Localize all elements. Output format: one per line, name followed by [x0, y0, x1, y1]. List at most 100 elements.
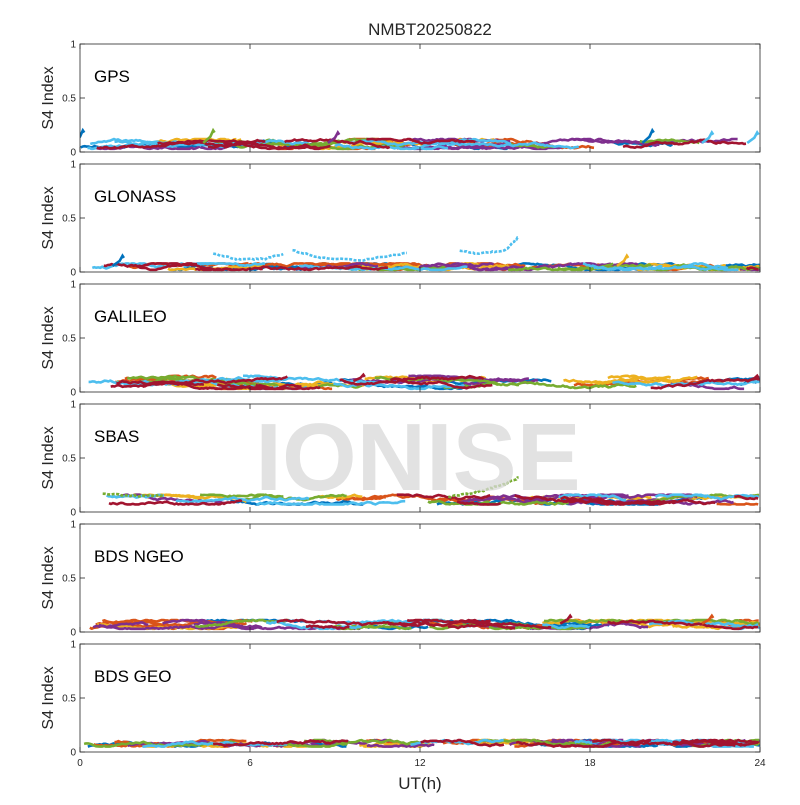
plot-area	[80, 164, 760, 272]
y-tick-label: 0	[70, 508, 76, 519]
series-trace	[256, 499, 406, 506]
y-tick-label: 0.5	[62, 334, 76, 345]
series-trace	[333, 382, 465, 391]
series-trace	[654, 493, 708, 499]
series-trace	[754, 742, 760, 746]
y-axis-label: S4 Index	[40, 186, 57, 249]
series-trace	[418, 263, 525, 272]
y-axis-label: S4 Index	[40, 426, 57, 489]
panel-bds-geo: 0 0.5 1 0 6 12 18 24 S4 Index BDS GEO	[40, 640, 766, 770]
series-spike	[701, 613, 715, 625]
series-trace	[284, 138, 391, 150]
series-trace	[447, 621, 552, 630]
panel-bds-ngeo: 0 0.5 1 S4 Index BDS NGEO	[40, 520, 761, 639]
series-trace	[558, 493, 627, 502]
x-tick-label: 6	[247, 758, 253, 769]
series-trace	[406, 618, 492, 624]
series-arc	[448, 476, 519, 499]
y-tick-label: 0	[70, 148, 76, 159]
y-tick-label: 0.5	[62, 214, 76, 225]
series-arc	[292, 248, 408, 262]
series-spike	[111, 253, 126, 268]
series-trace	[108, 499, 243, 506]
series-trace	[105, 493, 165, 499]
series-trace	[745, 266, 759, 271]
series-trace	[255, 383, 302, 391]
series-trace	[277, 741, 349, 748]
y-axis-label: S4 Index	[40, 666, 57, 729]
y-tick-label: 1	[70, 640, 76, 651]
series-spike	[746, 373, 760, 383]
data-series	[91, 236, 760, 272]
series-trace	[175, 495, 310, 504]
panel-label: GPS	[94, 67, 130, 86]
series-trace	[734, 494, 759, 501]
series-spike	[559, 613, 573, 625]
panel-label: BDS GEO	[94, 667, 171, 686]
y-tick-label: 1	[70, 400, 76, 411]
series-spike	[616, 253, 630, 268]
panel-label: BDS NGEO	[94, 547, 184, 566]
series-trace	[162, 618, 263, 629]
series-trace	[258, 264, 388, 272]
series-trace	[195, 266, 263, 272]
series-trace	[276, 618, 430, 628]
series-spike	[202, 127, 216, 144]
series-trace	[96, 138, 266, 150]
series-trace	[420, 738, 505, 748]
series-trace	[509, 262, 641, 272]
x-tick-label: 12	[414, 758, 426, 769]
y-tick-label: 0	[70, 628, 76, 639]
plot-area	[80, 524, 760, 632]
y-tick-label: 0	[70, 388, 76, 399]
series-trace	[510, 380, 637, 390]
series-trace	[582, 262, 663, 272]
series-trace	[622, 138, 747, 149]
series-trace	[411, 141, 580, 151]
plot-area	[80, 284, 760, 392]
data-series	[88, 372, 760, 391]
series-trace	[366, 137, 476, 145]
series-arc	[102, 492, 165, 498]
panel-label: SBAS	[94, 427, 139, 446]
chart-title: NMBT20250822	[368, 20, 492, 39]
x-tick-label: 24	[754, 758, 766, 769]
series-trace	[696, 493, 760, 501]
panel-label: GALILEO	[94, 307, 167, 326]
series-arc	[212, 252, 284, 262]
series-trace	[716, 502, 759, 506]
series-trace	[199, 493, 284, 499]
series-trace	[650, 377, 760, 390]
series-trace	[515, 738, 652, 748]
y-tick-label: 1	[70, 160, 76, 171]
panel-label: GLONASS	[94, 187, 176, 206]
y-tick-label: 0.5	[62, 94, 76, 105]
series-trace	[672, 738, 759, 746]
data-series	[83, 738, 760, 748]
series-trace	[212, 739, 348, 748]
plot-area	[80, 644, 760, 752]
x-axis-label: UT(h)	[398, 774, 441, 793]
series-spike	[352, 372, 366, 383]
panel-gps: 0 0.5 1 S4 Index GPS	[40, 40, 761, 159]
series-trace	[339, 378, 493, 390]
series-trace	[607, 619, 759, 631]
data-series	[89, 613, 760, 631]
series-trace	[98, 621, 149, 629]
series-trace	[207, 142, 322, 151]
panel-galileo: 0 0.5 1 S4 Index GALILEO	[40, 280, 761, 399]
y-tick-label: 1	[70, 520, 76, 531]
series-spike	[746, 130, 760, 144]
y-axis-label: S4 Index	[40, 66, 57, 129]
watermark: IONISE	[255, 404, 580, 511]
y-tick-label: 0.5	[62, 694, 76, 705]
y-tick-label: 0	[70, 268, 76, 279]
y-tick-label: 0	[70, 748, 76, 759]
series-spike	[80, 127, 86, 139]
series-trace	[508, 263, 652, 272]
series-trace	[387, 619, 516, 630]
series-trace	[396, 493, 491, 501]
y-tick-label: 0.5	[62, 454, 76, 465]
